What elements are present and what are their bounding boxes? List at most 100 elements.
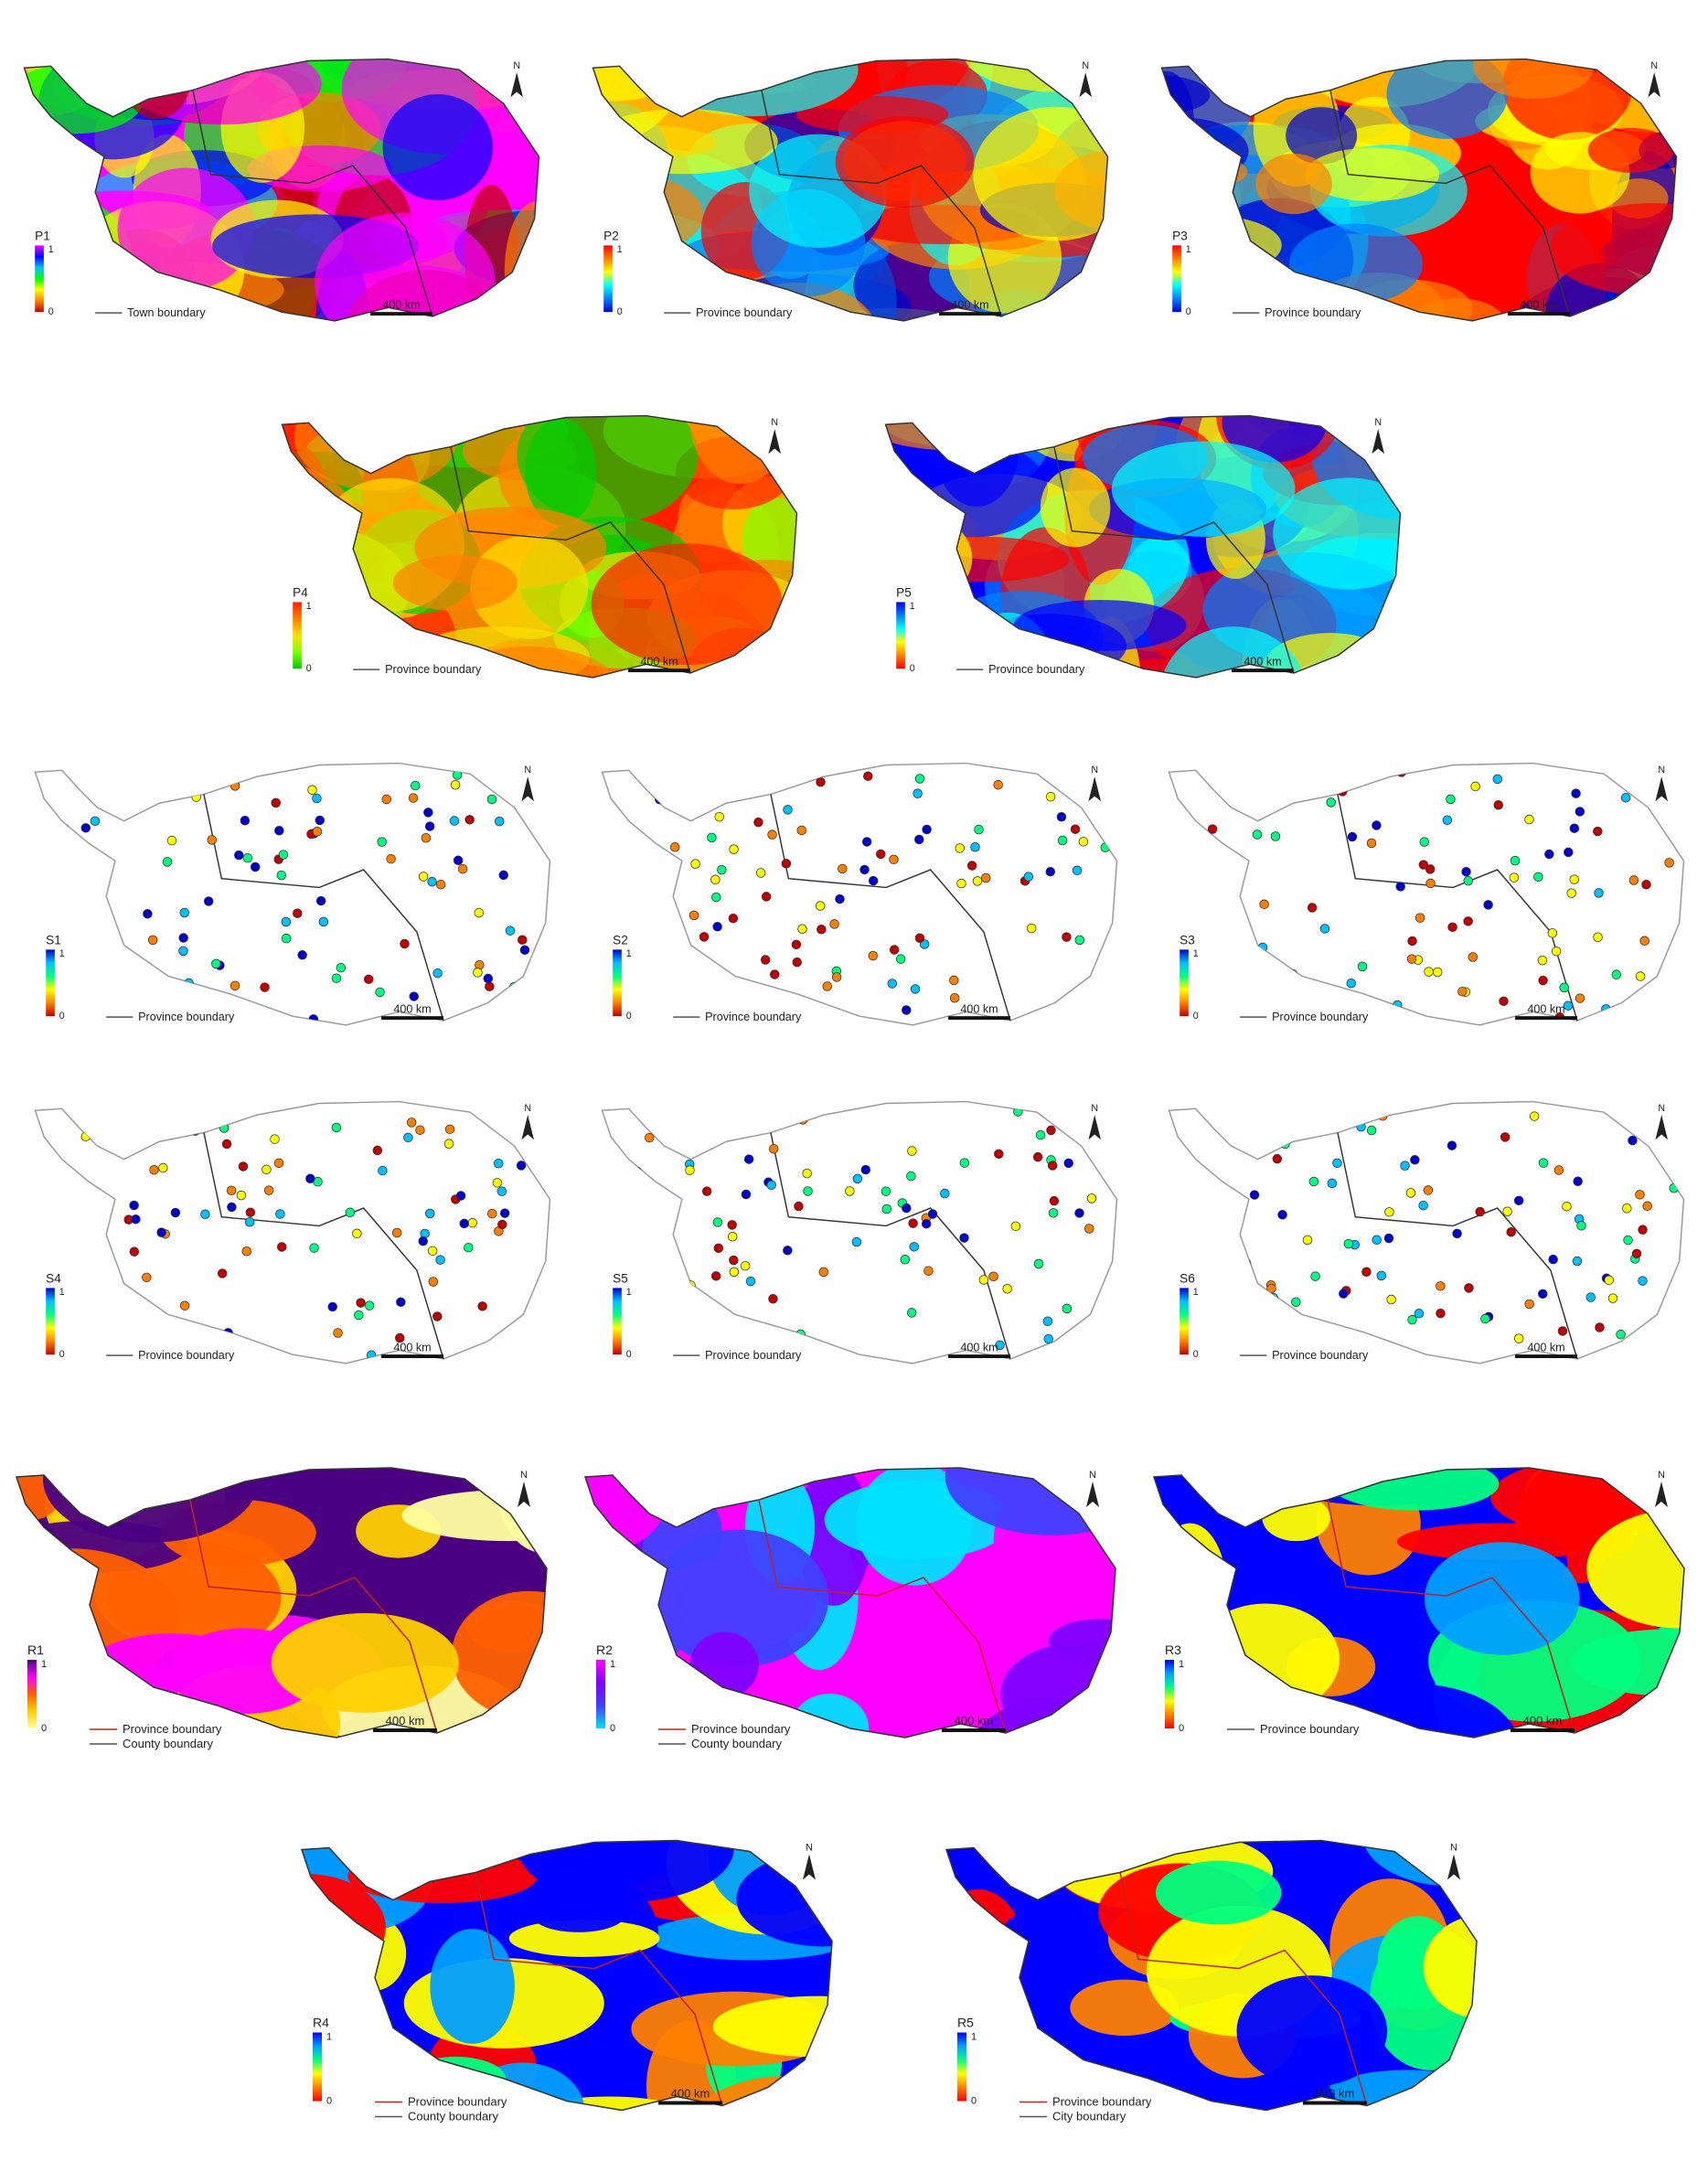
sample-point [1635,971,1646,981]
sample-point [394,1332,405,1343]
sample-point [906,1308,917,1318]
sample-point [1259,899,1269,910]
scale-bar: 400 km [628,655,690,673]
sample-point [86,855,97,865]
sample-point [835,893,845,904]
sample-point [108,1125,118,1136]
scale-bar: 400 km [381,1002,443,1021]
panel-label: P4 [293,586,308,600]
sample-point [1551,946,1562,957]
sample-point [1407,1314,1417,1325]
sample-point [729,1255,739,1266]
map-patch [1320,658,1379,678]
sample-point [1334,782,1344,793]
svg-text:1: 1 [626,1287,632,1298]
sample-point [747,1112,758,1122]
boundary-legend-item: Province boundary [1240,1349,1369,1362]
sample-point [1483,900,1493,910]
sample-point [427,876,437,887]
sample-point [1499,996,1509,1007]
sample-point [1257,942,1268,953]
sample-point [432,1311,443,1321]
sample-point [914,933,925,943]
sample-point [710,874,721,885]
map-patch [885,639,970,678]
map-patch [1154,1523,1228,1660]
sample-point [980,872,991,883]
sample-point [1529,1111,1540,1121]
svg-text:N: N [1658,765,1665,776]
svg-text:1: 1 [617,244,623,255]
sample-point [263,1185,274,1195]
sample-point [166,835,177,846]
svg-text:1: 1 [610,1659,615,1670]
map-patch [1286,107,1358,165]
map-patch [452,1590,547,1719]
sample-point [792,957,802,968]
sample-point [1023,872,1034,882]
map-patch [592,316,674,321]
sample-point [761,892,772,902]
sample-point [741,1189,752,1200]
svg-text:0: 0 [41,1723,47,1734]
sample-point [271,797,281,808]
map-patch [1329,1468,1500,1511]
sample-point [922,824,932,835]
svg-text:County boundary: County boundary [691,1737,783,1750]
svg-text:400 km: 400 km [960,1341,998,1353]
sample-point [1242,791,1253,802]
map-patch [117,167,255,291]
sample-point [727,1336,738,1346]
sample-point [1074,935,1085,946]
sample-point [91,1278,101,1289]
svg-text:0: 0 [910,663,915,674]
svg-text:N: N [1658,1470,1665,1481]
svg-text:0: 0 [971,2096,977,2107]
sample-point [364,974,374,985]
sample-point [1277,1210,1287,1220]
sample-point [499,1208,510,1218]
sample-point [1601,1004,1611,1014]
map-patch [518,1840,734,1902]
sample-point [768,1294,778,1304]
svg-text:0: 0 [59,1349,65,1360]
map-svg-s1: N S11 0 Province boundary 400 km [34,762,551,1026]
svg-text:400 km: 400 km [1244,655,1281,668]
map-patch [470,535,589,640]
sample-point [1045,866,1056,877]
sample-point [1480,1313,1490,1324]
sample-point [260,982,270,992]
panel-label: S5 [613,1272,628,1286]
sample-point [1425,878,1436,889]
map-patch [891,536,1070,583]
svg-text:0: 0 [610,1723,615,1734]
sample-point [275,1209,285,1219]
sample-point [1043,1333,1053,1344]
svg-text:400 km: 400 km [1316,2087,1355,2101]
sample-point [868,950,879,961]
sample-point [1206,1222,1216,1233]
boundary-legend-item: Province boundary [1233,306,1361,319]
map-panel-s4: N S4 1 0 Province boundary 400 km [18,1088,567,1390]
sample-point [1538,1289,1548,1300]
sample-point [906,1171,916,1182]
north-arrow-icon: N [1086,1470,1099,1507]
sample-point [803,1186,813,1196]
map-panel-r2: N R2 1 0 Province boundary County boundary 400… [576,1454,1125,1765]
sample-point [1509,872,1520,883]
sample-point [685,1165,695,1175]
sample-point [1062,1303,1073,1314]
sample-point [1396,767,1406,777]
svg-text:0: 0 [1179,1723,1184,1734]
sample-point [386,853,396,864]
boundary-legend-item: Town boundary [95,306,206,319]
color-ramp-legend: S11 0 [46,934,65,1022]
map-patch [1195,231,1262,320]
map-panel-p4: N P4 1 0 Province boundary 400 km [265,402,814,704]
sample-point [729,844,739,854]
sample-point [1664,858,1674,868]
sample-point [188,1118,199,1129]
sample-point [1470,781,1480,792]
sample-point [1366,1125,1377,1136]
svg-text:N: N [1089,1470,1096,1481]
